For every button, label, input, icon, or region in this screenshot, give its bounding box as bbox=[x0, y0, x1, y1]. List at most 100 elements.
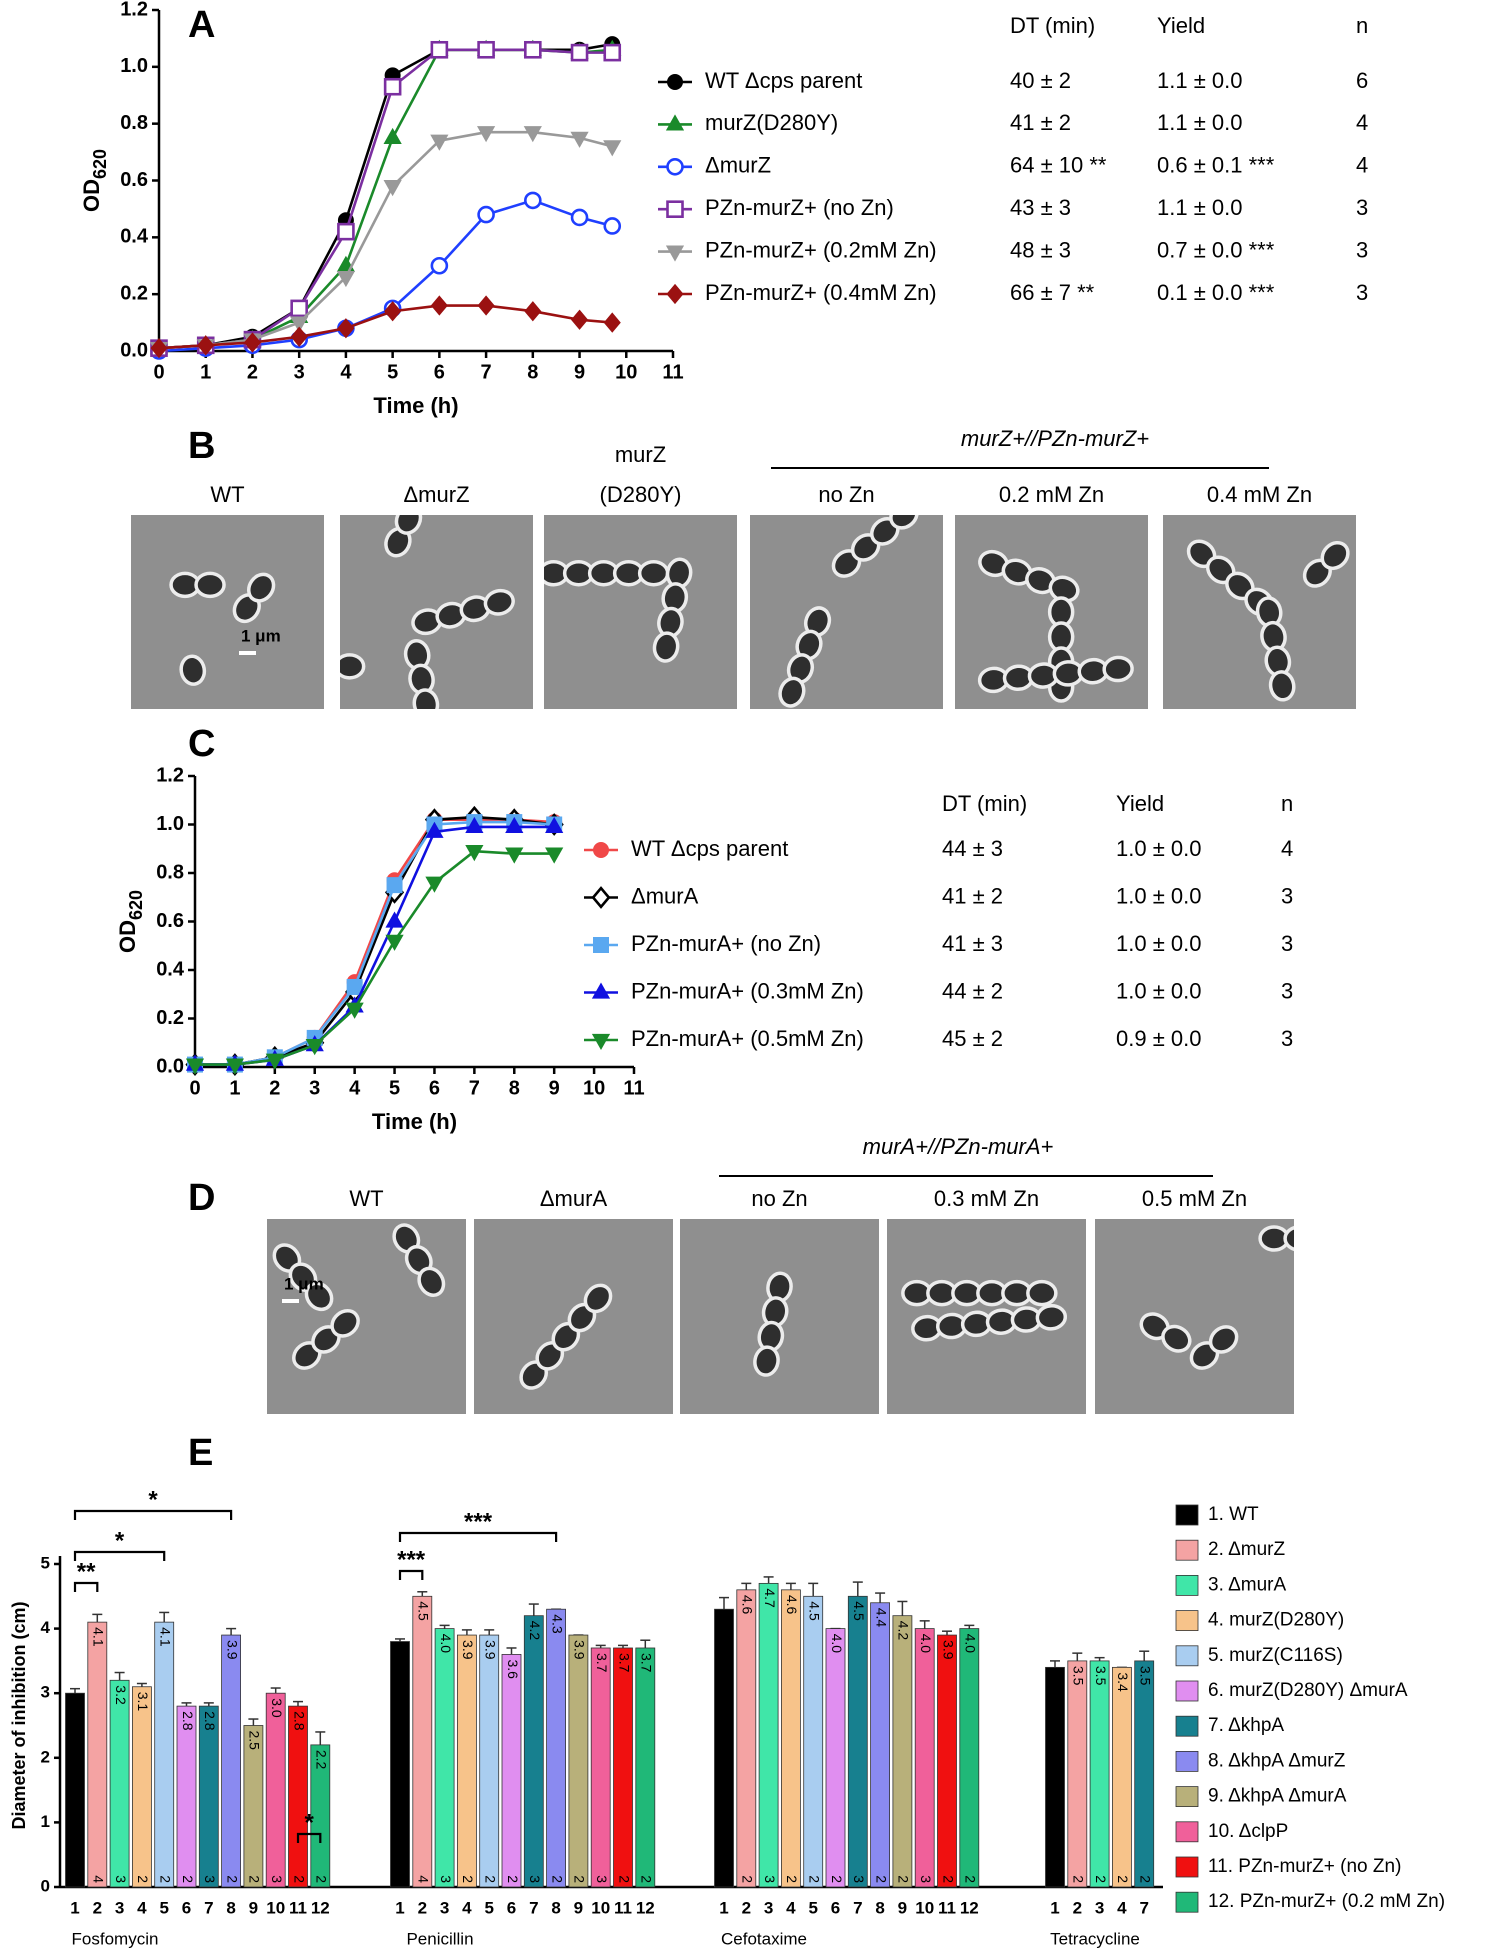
cell bbox=[247, 572, 276, 603]
x-tick-label: 3 bbox=[1095, 1898, 1104, 1917]
category-label: Cefotaxime bbox=[721, 1929, 807, 1948]
legend-swatch bbox=[1175, 1680, 1199, 1702]
legend-marker bbox=[593, 842, 609, 858]
table-cell: 3 bbox=[1356, 237, 1368, 262]
x-tick-label: 2 bbox=[269, 1077, 280, 1099]
x-tick-label: 5 bbox=[389, 1077, 400, 1099]
bar bbox=[87, 1621, 108, 1888]
micrograph bbox=[955, 515, 1148, 709]
marker bbox=[384, 301, 402, 322]
table-cell: 64 ± 10 ** bbox=[1010, 153, 1107, 178]
marker bbox=[603, 312, 621, 333]
significance-bracket bbox=[296, 1832, 322, 1843]
n-label: 2 bbox=[616, 1875, 632, 1883]
x-tick-label: 1 bbox=[229, 1077, 240, 1099]
legend-label: 10. ΔclpP bbox=[1208, 1821, 1288, 1842]
cell bbox=[1283, 1225, 1294, 1252]
table-cell: 4 bbox=[1356, 153, 1368, 178]
x-tick-label: 3 bbox=[440, 1898, 449, 1917]
x-tick-label: 2 bbox=[93, 1898, 102, 1917]
category-label: Tetracycline bbox=[1050, 1929, 1140, 1948]
cell bbox=[1035, 1304, 1068, 1331]
x-tick-label: 5 bbox=[484, 1898, 493, 1917]
bar bbox=[109, 1679, 130, 1888]
marker bbox=[524, 301, 542, 322]
cell bbox=[1161, 1324, 1192, 1353]
legend-label: 3. ΔmurA bbox=[1208, 1574, 1286, 1595]
value-label: 3.0 bbox=[68, 1698, 84, 1718]
marker bbox=[337, 222, 355, 241]
x-tick-label: 12 bbox=[960, 1898, 979, 1917]
legend-label: 7. ΔkhpA bbox=[1208, 1715, 1284, 1736]
group-header: murA+//PZn-murA+ bbox=[863, 1134, 1054, 1159]
value-label: 3.4 bbox=[1048, 1672, 1064, 1692]
value-label: 3.8 bbox=[393, 1647, 409, 1667]
cell bbox=[412, 688, 440, 709]
marker bbox=[430, 40, 449, 59]
x-tick-label: 7 bbox=[481, 361, 492, 383]
x-tick-label: 10 bbox=[615, 361, 637, 383]
value-label: 4.4 bbox=[873, 1608, 889, 1628]
cell bbox=[340, 653, 366, 680]
n-label: 2 bbox=[291, 1875, 307, 1883]
y-tick-label: 1.2 bbox=[120, 0, 148, 20]
x-tick-label: 6 bbox=[429, 1077, 440, 1099]
cell bbox=[304, 1281, 334, 1312]
micrograph bbox=[340, 515, 533, 709]
micrograph bbox=[267, 1219, 466, 1414]
x-tick-label: 5 bbox=[387, 361, 398, 383]
legend-marker bbox=[593, 937, 609, 953]
micrograph-bg bbox=[131, 515, 324, 709]
y-tick-label: 1 bbox=[41, 1812, 50, 1831]
n-label: 2 bbox=[963, 1875, 979, 1883]
n-label: 4 bbox=[717, 1875, 733, 1883]
x-tick-label: 1 bbox=[200, 361, 211, 383]
value-label: 2.8 bbox=[180, 1711, 196, 1731]
marker bbox=[603, 217, 622, 235]
marker bbox=[545, 847, 564, 864]
cell bbox=[194, 571, 226, 599]
n-label: 2 bbox=[740, 1875, 756, 1883]
table-header: DT (min) bbox=[1010, 13, 1095, 38]
table-cell: 43 ± 3 bbox=[1010, 195, 1071, 220]
x-tick-label: 2 bbox=[418, 1898, 427, 1917]
legend-label: WT Δcps parent bbox=[705, 68, 862, 93]
n-label: 4 bbox=[393, 1875, 409, 1883]
legend-swatch bbox=[1175, 1891, 1199, 1913]
n-label: 2 bbox=[135, 1875, 151, 1883]
y-tick-label: 0.2 bbox=[120, 282, 148, 304]
n-label: 3 bbox=[594, 1875, 610, 1883]
marker bbox=[477, 40, 495, 59]
n-label: 3 bbox=[113, 1875, 129, 1883]
significance-bracket bbox=[73, 1581, 99, 1592]
legend-swatch bbox=[1175, 1575, 1199, 1596]
y-axis-label: OD620 bbox=[79, 149, 110, 212]
scale-bar-label: 1 μm bbox=[241, 626, 281, 645]
table-cell: 1.1 ± 0.0 bbox=[1157, 68, 1242, 93]
marker bbox=[571, 309, 589, 330]
legend-marker bbox=[665, 245, 685, 262]
table-header: Yield bbox=[1116, 791, 1164, 816]
panel-label: C bbox=[188, 723, 215, 765]
x-tick-label: 6 bbox=[182, 1898, 191, 1917]
value-label: 2.8 bbox=[291, 1711, 307, 1731]
y-tick-label: 4 bbox=[41, 1618, 51, 1637]
marker bbox=[477, 205, 495, 224]
marker bbox=[337, 318, 355, 339]
x-tick-label: 11 bbox=[662, 361, 683, 383]
bar bbox=[243, 1725, 264, 1888]
significance-bracket bbox=[73, 1509, 233, 1520]
bar bbox=[479, 1634, 500, 1888]
cell bbox=[1320, 540, 1350, 571]
micrograph bbox=[474, 1219, 673, 1414]
bar bbox=[176, 1705, 197, 1888]
panel-label: B bbox=[188, 425, 215, 467]
legend-label: PZn-murA+ (0.5mM Zn) bbox=[631, 1026, 864, 1051]
table-header: n bbox=[1356, 13, 1368, 38]
marker bbox=[430, 256, 449, 275]
n-label: 2 bbox=[549, 1875, 565, 1883]
significance-bracket bbox=[73, 1550, 166, 1561]
legend-marker bbox=[591, 1033, 611, 1051]
significance-label: *** bbox=[397, 1546, 426, 1573]
micrograph bbox=[680, 1219, 879, 1414]
